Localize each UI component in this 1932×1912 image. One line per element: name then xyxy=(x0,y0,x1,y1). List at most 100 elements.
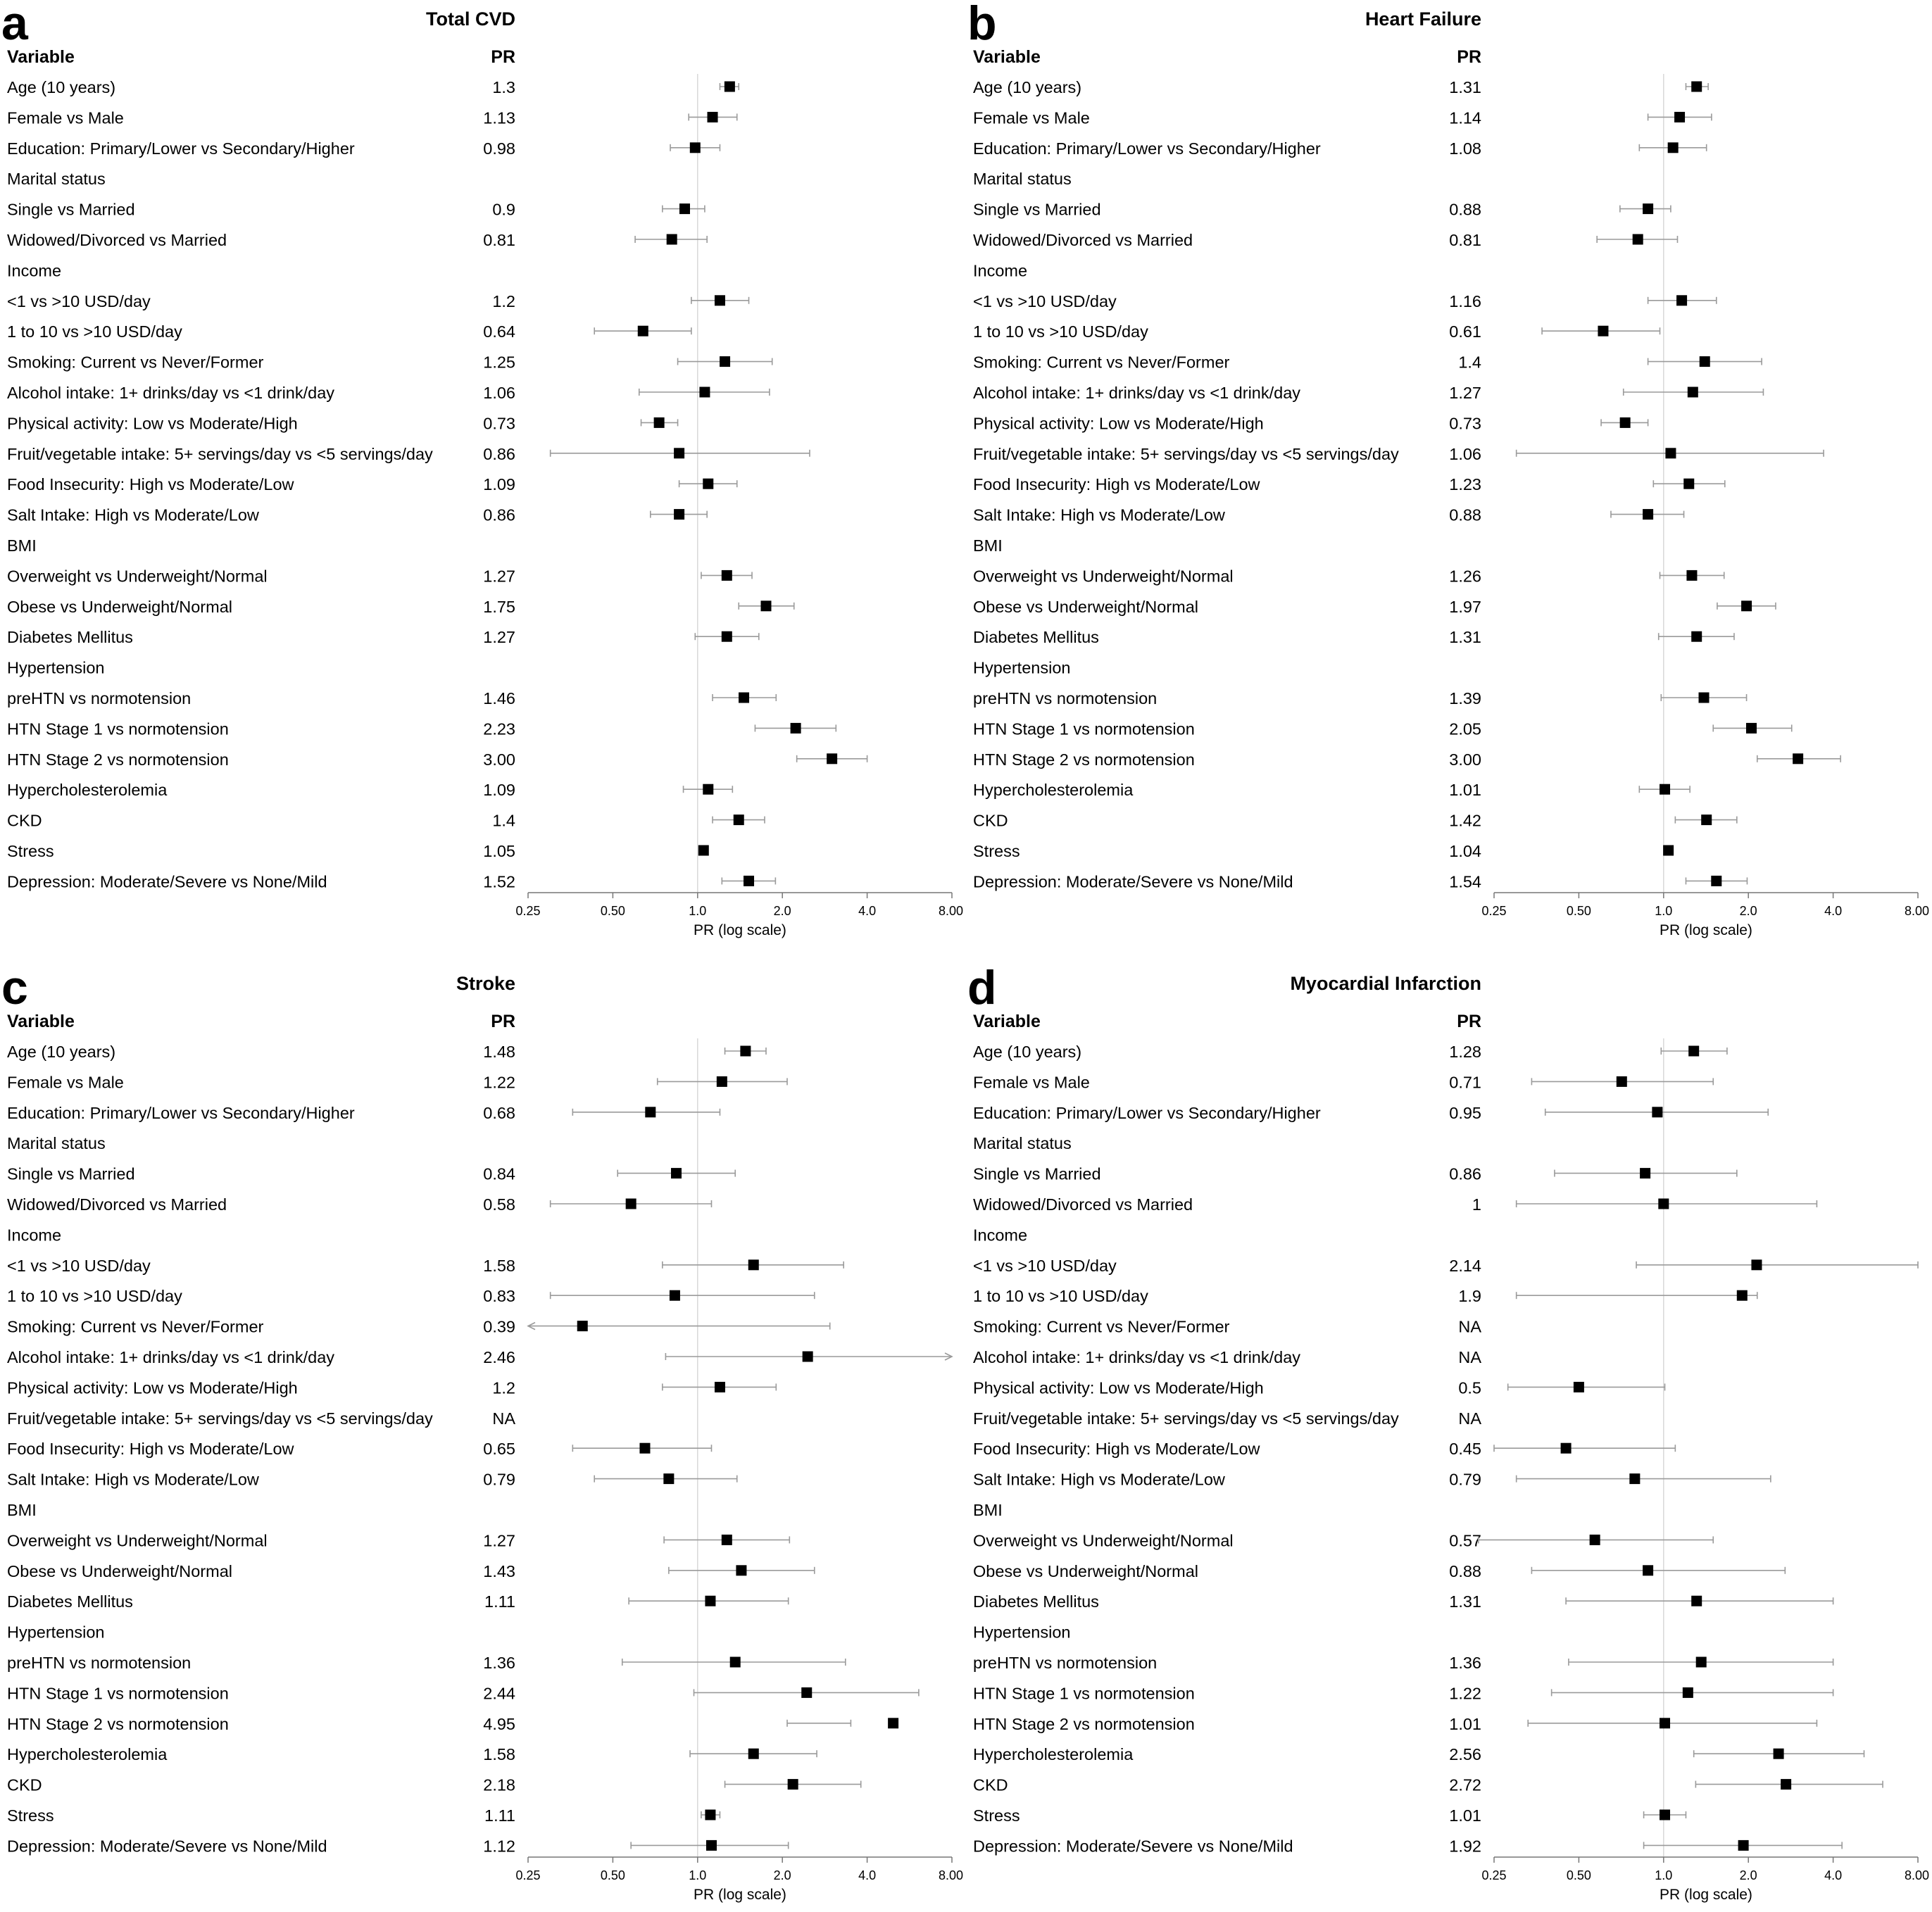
row-pr-value: 1.36 xyxy=(1449,1654,1481,1672)
row-label: Stress xyxy=(7,1806,54,1825)
panel-letter: a xyxy=(1,0,29,50)
row-label: HTN Stage 2 vs normotension xyxy=(973,1715,1195,1733)
point-estimate-marker xyxy=(1674,111,1686,122)
point-estimate-marker xyxy=(1691,81,1702,92)
point-estimate-marker xyxy=(707,111,718,122)
row-pr-value: 2.14 xyxy=(1449,1257,1481,1275)
point-estimate-marker xyxy=(721,1534,732,1545)
row-pr-value: 1.43 xyxy=(483,1562,515,1580)
row-label: Diabetes Mellitus xyxy=(973,628,1099,646)
point-estimate-marker xyxy=(645,1107,656,1118)
column-header-variable: Variable xyxy=(973,47,1041,67)
row-label: Diabetes Mellitus xyxy=(973,1592,1099,1611)
point-estimate-marker xyxy=(801,1687,813,1698)
row-pr-value: 0.86 xyxy=(483,506,515,524)
x-tick-label: 0.50 xyxy=(1567,1868,1591,1882)
x-tick-label: 8.00 xyxy=(1905,1868,1929,1882)
row-pr-value: 1.58 xyxy=(483,1745,515,1763)
point-estimate-marker xyxy=(689,142,701,153)
row-pr-value: 1.08 xyxy=(1449,139,1481,158)
row-label: Fruit/vegetable intake: 5+ servings/day … xyxy=(973,1409,1399,1428)
row-label: Marital status xyxy=(7,1134,106,1152)
row-label: Stress xyxy=(973,1806,1020,1825)
row-label: Salt Intake: High vs Moderate/Low xyxy=(973,506,1226,524)
row-label: Marital status xyxy=(7,170,106,188)
row-label: Food Insecurity: High vs Moderate/Low xyxy=(7,475,295,493)
point-estimate-marker xyxy=(740,1045,751,1057)
row-label: Food Insecurity: High vs Moderate/Low xyxy=(973,475,1261,493)
row-pr-value: 1.58 xyxy=(483,1257,515,1275)
row-label: Hypertension xyxy=(973,659,1070,677)
row-label: Physical activity: Low vs Moderate/High xyxy=(973,1378,1264,1397)
row-label: Depression: Moderate/Severe vs None/Mild xyxy=(973,872,1293,891)
row-label: 1 to 10 vs >10 USD/day xyxy=(7,322,182,341)
row-pr-value: 1.22 xyxy=(483,1073,515,1091)
point-estimate-marker xyxy=(721,570,732,581)
row-pr-value: 2.05 xyxy=(1449,719,1481,738)
point-estimate-marker xyxy=(760,600,772,612)
point-estimate-marker xyxy=(1663,845,1674,856)
row-label: Fruit/vegetable intake: 5+ servings/day … xyxy=(7,445,433,463)
point-estimate-marker xyxy=(1793,753,1804,765)
x-tick-label: 4.0 xyxy=(1824,904,1842,918)
row-pr-value: 1.4 xyxy=(492,812,515,830)
row-label: Widowed/Divorced vs Married xyxy=(973,231,1193,249)
row-pr-value: 1.92 xyxy=(1449,1837,1481,1855)
row-pr-value: 1.97 xyxy=(1449,598,1481,616)
point-estimate-marker xyxy=(1738,1839,1749,1851)
row-pr-value: 1.27 xyxy=(483,1531,515,1549)
point-estimate-marker xyxy=(1701,815,1712,826)
row-label: 1 to 10 vs >10 USD/day xyxy=(7,1287,182,1305)
point-estimate-marker xyxy=(1667,142,1679,153)
row-label: preHTN vs normotension xyxy=(7,1654,191,1672)
point-estimate-marker xyxy=(733,815,744,826)
row-label: BMI xyxy=(7,536,37,555)
x-tick-label: 0.50 xyxy=(601,904,625,918)
row-pr-value: 0.68 xyxy=(483,1104,515,1122)
row-label: Alcohol intake: 1+ drinks/day vs <1 drin… xyxy=(973,384,1300,402)
row-label: Income xyxy=(7,261,61,279)
point-estimate-marker xyxy=(787,1779,798,1790)
row-label: <1 vs >10 USD/day xyxy=(973,292,1117,310)
row-label: Fruit/vegetable intake: 5+ servings/day … xyxy=(7,1409,433,1428)
row-label: HTN Stage 2 vs normotension xyxy=(973,750,1195,769)
row-pr-value: 0.86 xyxy=(1449,1165,1481,1183)
row-pr-value: 1.22 xyxy=(1449,1684,1481,1702)
point-estimate-marker xyxy=(724,81,735,92)
row-label: Single vs Married xyxy=(973,1165,1101,1183)
row-pr-value: 2.56 xyxy=(1449,1745,1481,1763)
row-label: Overweight vs Underweight/Normal xyxy=(7,567,268,585)
row-label: Diabetes Mellitus xyxy=(7,628,133,646)
row-pr-value: 0.88 xyxy=(1449,201,1481,219)
row-label: Stress xyxy=(7,842,54,860)
point-estimate-marker xyxy=(1691,631,1702,642)
row-pr-value: 1.05 xyxy=(483,842,515,860)
point-estimate-marker xyxy=(663,1473,675,1485)
point-estimate-marker xyxy=(639,1442,651,1454)
point-estimate-marker xyxy=(1643,1565,1654,1576)
row-pr-value: 0.45 xyxy=(1449,1440,1481,1458)
row-label: Alcohol intake: 1+ drinks/day vs <1 drin… xyxy=(973,1348,1300,1366)
row-pr-value: 0.98 xyxy=(483,139,515,158)
row-pr-value: 0.88 xyxy=(1449,1562,1481,1580)
row-label: Obese vs Underweight/Normal xyxy=(973,1562,1198,1580)
x-tick-label: 2.0 xyxy=(774,904,791,918)
panel-title: Stroke xyxy=(456,973,515,994)
column-header-variable: Variable xyxy=(973,1012,1041,1031)
column-header-variable: Variable xyxy=(7,47,75,67)
row-label: Income xyxy=(973,261,1027,279)
column-header-pr: PR xyxy=(491,47,515,67)
point-estimate-marker xyxy=(1686,570,1698,581)
point-estimate-marker xyxy=(888,1718,899,1729)
x-axis-label: PR (log scale) xyxy=(1660,1887,1752,1903)
row-label: Female vs Male xyxy=(973,1073,1090,1091)
point-estimate-marker xyxy=(1619,417,1631,428)
row-label: <1 vs >10 USD/day xyxy=(973,1257,1117,1275)
row-pr-value: 1.06 xyxy=(483,384,515,402)
point-estimate-marker xyxy=(1781,1779,1792,1790)
x-tick-label: 8.00 xyxy=(939,904,963,918)
point-estimate-marker xyxy=(827,753,838,765)
row-pr-value: 0.81 xyxy=(483,231,515,249)
x-tick-label: 0.50 xyxy=(1567,904,1591,918)
row-label: Salt Intake: High vs Moderate/Low xyxy=(7,506,260,524)
